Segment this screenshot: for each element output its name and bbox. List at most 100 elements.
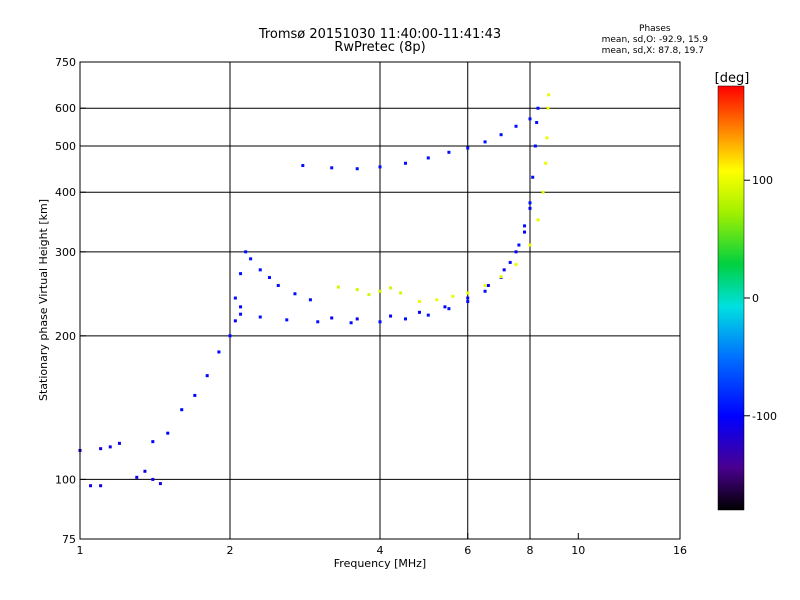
echo-point <box>536 218 540 222</box>
grid-lines <box>80 62 680 539</box>
echo-point <box>466 291 470 295</box>
echo-point <box>528 201 532 205</box>
echo-point <box>499 133 503 137</box>
echo-point <box>536 106 540 110</box>
echo-point <box>499 275 503 279</box>
echo-point <box>466 300 470 304</box>
echo-point <box>293 292 297 296</box>
echo-point <box>108 445 112 449</box>
echo-point <box>389 286 393 290</box>
colorbar-tick-label: 0 <box>752 292 759 305</box>
echo-point <box>514 263 518 267</box>
echo-point <box>258 315 262 319</box>
echo-point <box>502 268 506 272</box>
phase-stats-x-mode: mean, sd,X: 87.8, 19.7 <box>601 46 704 56</box>
echo-point <box>514 250 518 254</box>
echo-point <box>349 321 353 325</box>
phase-stats: Phases mean, sd,O: -92.9, 15.9 mean, sd,… <box>602 24 708 57</box>
echo-point <box>355 317 359 321</box>
x-tick-label: 8 <box>527 544 534 557</box>
echo-point <box>378 289 382 293</box>
echo-point <box>378 320 382 324</box>
echo-point <box>417 300 421 304</box>
phase-stats-o-mode: mean, sd,O: -92.9, 15.9 <box>601 35 708 45</box>
echo-point <box>435 298 439 302</box>
y-tick-label: 750 <box>55 56 76 69</box>
echo-point <box>151 477 155 481</box>
x-tick-label: 10 <box>571 544 585 557</box>
echo-point <box>389 314 393 318</box>
y-tick-label: 300 <box>55 246 76 259</box>
echo-point <box>535 121 539 125</box>
colorbar-tick-label: -100 <box>752 410 777 423</box>
echo-point <box>367 293 371 297</box>
echo-point <box>330 316 334 320</box>
echo-point <box>451 294 455 298</box>
x-tick-label: 1 <box>77 544 84 557</box>
echo-point <box>239 312 243 316</box>
echo-point <box>193 393 197 397</box>
echo-point <box>239 305 243 309</box>
echo-point <box>486 283 490 287</box>
x-tick-label: 2 <box>227 544 234 557</box>
echo-point <box>523 224 527 228</box>
phase-stats-title: Phases <box>639 24 671 34</box>
echo-point <box>541 190 545 194</box>
y-tick-label: 400 <box>55 186 76 199</box>
echo-point <box>466 296 470 300</box>
echo-point <box>316 320 320 324</box>
y-axis-label: Stationary phase Virtual Height [km] <box>37 199 50 401</box>
echo-point <box>143 469 147 473</box>
echo-point <box>514 124 518 128</box>
colorbar-ticks: 100 0 -100 <box>744 174 777 423</box>
echo-points <box>78 93 551 488</box>
chart-title-line-2: RwPretec (8p) <box>334 40 426 55</box>
echo-point <box>508 260 512 264</box>
echo-point <box>99 447 103 451</box>
echo-point <box>117 441 121 445</box>
echo-point <box>276 283 280 287</box>
echo-point <box>330 166 334 170</box>
echo-point <box>546 106 550 110</box>
echo-point <box>399 291 403 295</box>
echo-point <box>267 276 271 280</box>
echo-point <box>217 350 221 354</box>
echo-point <box>547 93 551 97</box>
echo-point <box>466 146 470 150</box>
echo-point <box>135 475 139 479</box>
x-tick-label: 16 <box>673 544 687 557</box>
echo-point <box>89 484 93 488</box>
echo-point <box>355 288 359 292</box>
echo-point <box>239 272 243 276</box>
echo-point <box>517 243 521 247</box>
colorbar-tick-label: 100 <box>752 174 773 187</box>
echo-point <box>443 305 447 309</box>
echo-point <box>151 440 155 444</box>
echo-point <box>447 150 451 154</box>
echo-point <box>301 164 305 168</box>
y-tick-label: 100 <box>55 473 76 486</box>
echo-point <box>233 319 237 323</box>
echo-point <box>483 283 487 287</box>
x-tick-label: 6 <box>464 544 471 557</box>
chart-title-line-1: Tromsø 20151030 11:40:00-11:41:43 <box>258 27 502 42</box>
echo-point <box>355 167 359 171</box>
echo-point <box>180 408 184 412</box>
echo-point <box>533 144 537 148</box>
echo-point <box>417 310 421 314</box>
echo-point <box>249 257 253 261</box>
echo-point <box>523 230 527 234</box>
y-tick-label: 200 <box>55 330 76 343</box>
echo-point <box>483 289 487 293</box>
echo-point <box>99 484 103 488</box>
echo-point <box>447 307 451 311</box>
echo-point <box>336 285 340 289</box>
echo-point <box>308 298 312 302</box>
echo-point <box>228 334 232 338</box>
echo-point <box>528 243 532 247</box>
echo-point <box>244 250 248 254</box>
echo-point <box>483 140 487 144</box>
echo-point <box>545 136 549 140</box>
y-tick-label: 600 <box>55 102 76 115</box>
echo-point <box>403 161 407 165</box>
